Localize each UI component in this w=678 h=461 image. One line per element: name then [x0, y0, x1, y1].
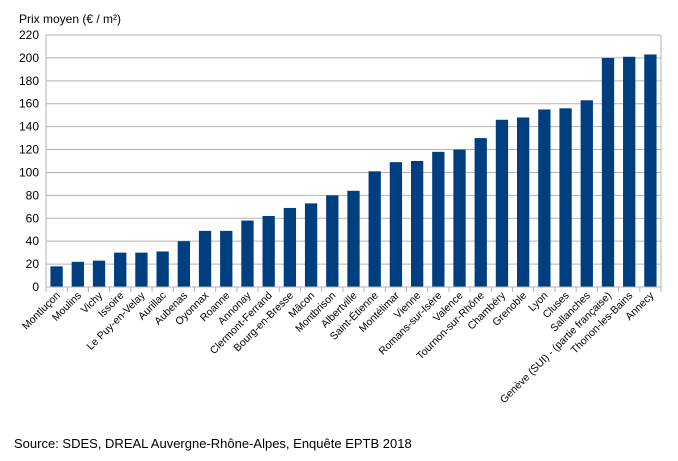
y-tick-label: 220: [19, 28, 39, 42]
y-axis-label: Prix moyen (€ / m²): [19, 12, 121, 26]
bar: [623, 56, 636, 287]
bar: [389, 162, 403, 287]
bar: [559, 108, 572, 288]
y-tick-label: 100: [19, 165, 39, 179]
y-tick-label: 140: [19, 120, 39, 134]
bar: [304, 203, 318, 287]
bar: [262, 215, 275, 287]
y-tick-label: 0: [32, 280, 39, 294]
bar: [92, 260, 106, 287]
bar: [135, 252, 148, 287]
y-tick-label: 20: [26, 257, 40, 271]
bar: [198, 230, 212, 287]
bar: [71, 261, 84, 287]
bar: [601, 57, 615, 288]
y-tick-label: 180: [19, 74, 39, 88]
source-note: Source: SDES, DREAL Auvergne-Rhône-Alpes…: [14, 436, 412, 451]
y-tick-label: 60: [26, 211, 40, 225]
bar: [580, 100, 593, 287]
y-tick-label: 40: [26, 234, 40, 248]
bar: [644, 54, 657, 287]
bar: [453, 149, 466, 287]
y-tick-label: 200: [19, 51, 39, 65]
bar: [177, 241, 190, 287]
y-tick-label: 160: [19, 97, 39, 111]
bar: [347, 190, 360, 287]
bar: [410, 161, 424, 287]
bar: [326, 195, 339, 287]
bar: [114, 252, 127, 287]
y-tick-label: 120: [19, 143, 39, 157]
bar: [241, 220, 254, 287]
bar: [156, 251, 169, 287]
bar: [517, 117, 530, 288]
bar: [495, 119, 509, 287]
bar: [432, 151, 445, 287]
y-tick-label: 80: [26, 188, 40, 202]
bar: [474, 138, 487, 287]
bar: [283, 207, 297, 287]
bar: [220, 230, 233, 287]
bar: [50, 266, 63, 287]
bars: [50, 54, 657, 288]
bar: [538, 109, 551, 287]
y-tick-labels: 0 20 40 60 80 100 120 140 160 180 200 220: [19, 28, 39, 294]
bar: [368, 171, 381, 287]
